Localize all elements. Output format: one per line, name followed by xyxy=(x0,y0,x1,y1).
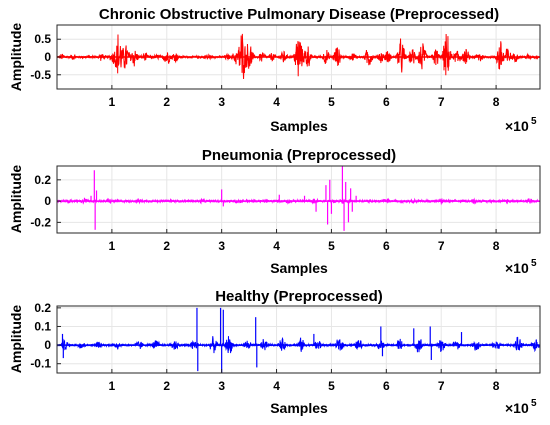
x-axis-label: Samples xyxy=(270,400,328,416)
x-tick-label: 4 xyxy=(273,239,280,253)
grid xyxy=(57,306,540,373)
y-tick-label: 0.5 xyxy=(34,32,51,46)
y-axis-label: Amplitude xyxy=(8,305,24,374)
x-tick-label: 5 xyxy=(328,95,335,109)
x-tick-label: 3 xyxy=(218,239,225,253)
y-tick-label: -0.1 xyxy=(30,357,51,371)
y-axis-ticks: 0.2 0 -0.2 xyxy=(30,173,51,230)
y-axis-label: Amplitude xyxy=(8,23,24,92)
plot-frame xyxy=(56,165,541,234)
chart-title: Healthy (Preprocessed) xyxy=(215,288,383,305)
chart-title: Pneumonia (Preprocessed) xyxy=(202,147,396,164)
x-axis-ticks: 1 2 3 4 5 6 7 8 xyxy=(109,95,500,109)
chart-title: Chronic Obstructive Pulmonary Disease (P… xyxy=(99,6,499,23)
y-tick-label: 0 xyxy=(44,50,51,64)
y-tick-label: 0.2 xyxy=(34,173,51,187)
x-axis-exponent-power: 5 xyxy=(531,398,537,409)
x-axis-multiplier: ×10 5 xyxy=(505,116,537,134)
x-axis-ticks: 1 2 3 4 5 6 7 8 xyxy=(109,379,500,393)
panel-pneumonia: Pneumonia (Preprocessed) 0.2 0 -0.2 1 2 3 4 5 6… xyxy=(8,147,541,276)
x-axis-exponent-base: ×10 xyxy=(505,118,529,134)
x-tick-label: 1 xyxy=(109,95,116,109)
x-tick-label: 5 xyxy=(328,379,335,393)
x-tick-label: 6 xyxy=(383,239,390,253)
x-axis-exponent-base: ×10 xyxy=(505,400,529,416)
x-tick-label: 4 xyxy=(273,379,280,393)
x-tick-label: 1 xyxy=(109,379,116,393)
x-tick-label: 5 xyxy=(328,239,335,253)
x-tick-label: 7 xyxy=(438,239,445,253)
x-tick-label: 8 xyxy=(493,379,500,393)
panel-healthy: Healthy (Preprocessed) 0.2 0.1 0 -0.1 1 2 3 4 5… xyxy=(8,288,541,416)
y-axis-label: Amplitude xyxy=(8,165,24,234)
y-tick-label: 0 xyxy=(44,194,51,208)
y-tick-label: -0.2 xyxy=(30,215,51,229)
signal-series xyxy=(56,166,541,231)
x-tick-label: 1 xyxy=(109,239,116,253)
plot-frame xyxy=(56,305,541,374)
x-tick-label: 3 xyxy=(218,95,225,109)
y-tick-label: -0.5 xyxy=(30,68,51,82)
x-axis-label: Samples xyxy=(270,260,328,276)
x-axis-multiplier: ×10 5 xyxy=(505,398,537,416)
y-tick-label: 0 xyxy=(44,338,51,352)
x-tick-label: 7 xyxy=(438,379,445,393)
signal-series xyxy=(56,33,541,79)
x-tick-label: 2 xyxy=(163,239,170,253)
x-axis-label: Samples xyxy=(270,118,328,134)
x-tick-label: 6 xyxy=(383,379,390,393)
signal-series xyxy=(56,307,541,373)
x-tick-label: 7 xyxy=(438,95,445,109)
x-tick-label: 2 xyxy=(163,379,170,393)
x-tick-label: 4 xyxy=(273,95,280,109)
y-tick-label: 0.2 xyxy=(34,301,51,315)
x-tick-label: 8 xyxy=(493,239,500,253)
x-tick-label: 8 xyxy=(493,95,500,109)
x-axis-ticks: 1 2 3 4 5 6 7 8 xyxy=(109,239,500,253)
x-tick-label: 3 xyxy=(218,379,225,393)
y-axis-ticks: 0.2 0.1 0 -0.1 xyxy=(30,301,51,371)
x-axis-exponent-base: ×10 xyxy=(505,260,529,276)
y-tick-label: 0.1 xyxy=(34,319,51,333)
x-axis-exponent-power: 5 xyxy=(531,116,537,127)
x-tick-label: 2 xyxy=(163,95,170,109)
y-axis-ticks: 0.5 0 -0.5 xyxy=(30,32,51,82)
waveform-line xyxy=(56,33,541,79)
x-axis-multiplier: ×10 5 xyxy=(505,258,537,276)
panel-copd: Chronic Obstructive Pulmonary Disease (P… xyxy=(8,6,541,134)
x-axis-exponent-power: 5 xyxy=(531,258,537,269)
x-tick-label: 6 xyxy=(383,95,390,109)
